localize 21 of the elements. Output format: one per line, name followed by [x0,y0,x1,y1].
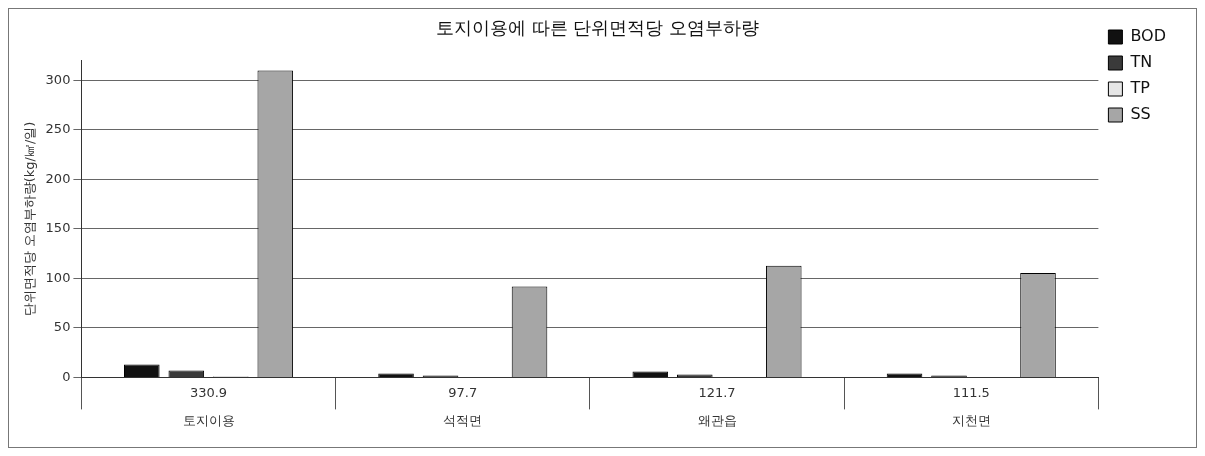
legend-label: BOD [1130,26,1166,46]
total-label: 330.9 [189,384,228,400]
y-axis-title: 단위면적당 오염부하량(kg/㎢/일) [22,121,38,317]
y-tick-label: 250 [45,121,71,137]
x-tick-label: 지천면 [951,412,991,428]
y-tick-label: 0 [62,368,71,384]
y-tick-label: 200 [45,170,71,186]
y-tick-label: 150 [45,220,71,236]
x-tick-label: 토지이용 [182,412,235,428]
chart-title: 토지이용에 따른 단위면적당 오염부하량 [435,17,760,39]
y-tick-label: 50 [53,319,71,335]
legend-label: TN [1129,52,1153,72]
y-tick-label: 300 [45,71,71,87]
y-tick-label: 100 [45,269,71,285]
total-label: 97.7 [448,384,478,400]
x-tick-label: 석적면 [443,412,483,428]
total-label: 111.5 [952,384,990,400]
total-label: 121.7 [698,384,736,400]
x-tick-label: 왜관읍 [697,412,737,428]
legend-label: TP [1129,78,1151,98]
legend-label: SS [1130,104,1151,124]
